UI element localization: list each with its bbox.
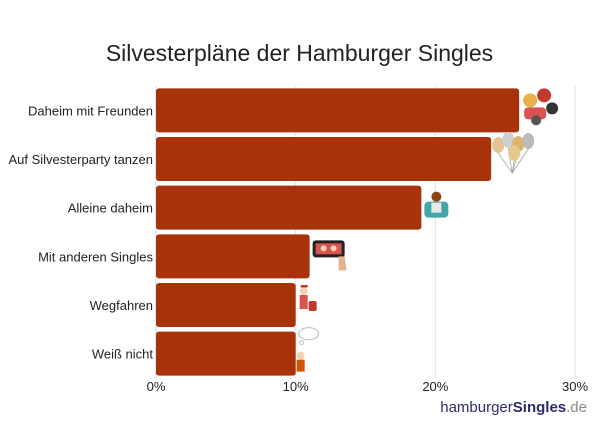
person-head bbox=[299, 287, 308, 295]
brand-part-1: hamburger bbox=[440, 399, 513, 416]
friends-group-icon bbox=[523, 88, 559, 126]
x-tick-label: 20% bbox=[422, 379, 448, 394]
person-head bbox=[537, 88, 552, 103]
bar bbox=[156, 185, 422, 230]
balloons-icon bbox=[492, 132, 535, 174]
brand-logo[interactable]: hamburgerSingles.de bbox=[440, 399, 587, 416]
person-head bbox=[320, 245, 327, 252]
bar bbox=[156, 88, 520, 133]
thought-bubble bbox=[298, 327, 320, 341]
x-tick-label: 0% bbox=[147, 379, 166, 394]
person-body bbox=[299, 295, 308, 309]
x-tick-label: 10% bbox=[283, 379, 309, 394]
person-head bbox=[531, 115, 542, 126]
category-label: Mit anderen Singles bbox=[38, 249, 153, 264]
person-head bbox=[330, 245, 337, 252]
bar bbox=[156, 137, 492, 181]
thought-dot bbox=[299, 340, 305, 346]
phone-screen bbox=[315, 243, 342, 255]
person-head bbox=[546, 102, 559, 115]
hand-shape bbox=[338, 256, 347, 271]
balloon-shape bbox=[492, 137, 505, 153]
person-body bbox=[296, 359, 305, 372]
balloon-shape bbox=[502, 132, 515, 148]
bar bbox=[156, 234, 310, 279]
balloon-string bbox=[511, 160, 515, 174]
x-tick-label: 30% bbox=[562, 379, 588, 394]
category-label: Daheim mit Freunden bbox=[28, 103, 153, 118]
person-body bbox=[431, 202, 442, 213]
category-label: Auf Silvesterparty tanzen bbox=[8, 152, 153, 167]
person-head bbox=[523, 93, 538, 108]
person-head bbox=[296, 351, 305, 360]
balloon-string bbox=[497, 152, 513, 174]
bar bbox=[156, 331, 296, 376]
brand-part-3: .de bbox=[566, 399, 587, 416]
category-label: Wegfahren bbox=[90, 298, 153, 313]
thinking-person-icon bbox=[296, 327, 320, 372]
category-label: Alleine daheim bbox=[68, 201, 153, 216]
brand-part-2: Singles bbox=[512, 399, 567, 416]
suitcase-shape bbox=[308, 301, 317, 311]
table-shape bbox=[524, 107, 547, 120]
hat-shape bbox=[300, 285, 308, 288]
armchair-person-icon bbox=[424, 191, 449, 218]
balloon-shape bbox=[522, 133, 535, 149]
chart-title: Silvesterpläne der Hamburger Singles bbox=[105, 40, 494, 66]
balloon-shape bbox=[508, 145, 521, 161]
balloon-string bbox=[511, 148, 529, 174]
person-head bbox=[431, 191, 442, 202]
category-label: Weiß nicht bbox=[92, 347, 154, 362]
phone-video-chat-icon bbox=[312, 240, 347, 271]
bar bbox=[156, 283, 296, 327]
traveler-suitcase-icon bbox=[299, 285, 317, 311]
